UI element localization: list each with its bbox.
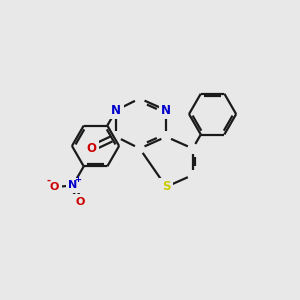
Text: N: N xyxy=(111,104,121,117)
Text: N: N xyxy=(68,181,77,190)
Text: O: O xyxy=(76,197,85,207)
Text: -: - xyxy=(46,176,50,186)
Text: O: O xyxy=(50,182,59,192)
Text: +: + xyxy=(74,175,81,184)
Text: N: N xyxy=(161,104,171,117)
Text: O: O xyxy=(86,142,96,155)
Text: S: S xyxy=(162,180,170,193)
